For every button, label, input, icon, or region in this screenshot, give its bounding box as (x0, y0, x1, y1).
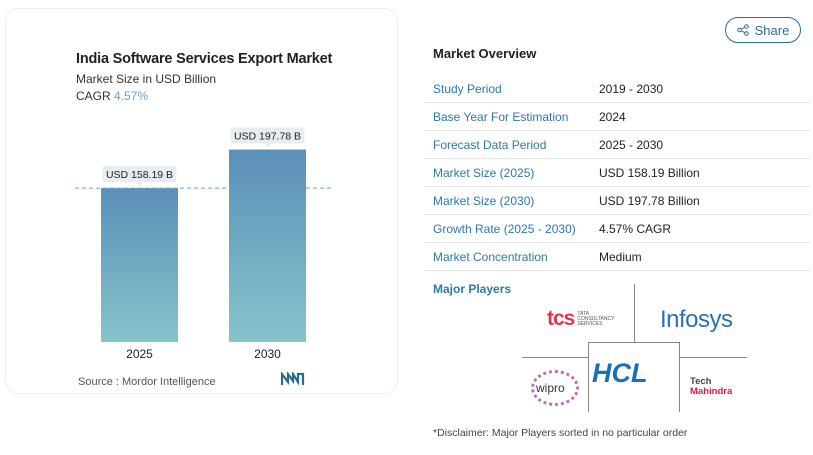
chart-title: India Software Services Export Market (76, 51, 333, 67)
row-label: Market Size (2030) (433, 193, 535, 208)
cagr: CAGR 4.57% (76, 89, 148, 103)
table-row: Market Size (2025) USD 158.19 Billion (424, 159, 810, 187)
table-row: Base Year For Estimation 2024 (424, 103, 810, 131)
chart-card (5, 8, 398, 394)
row-label: Market Concentration (433, 249, 548, 264)
divider (679, 357, 747, 358)
row-value: USD 197.78 Billion (599, 193, 700, 208)
overview-title: Market Overview (433, 46, 537, 61)
share-button[interactable]: Share (725, 17, 801, 43)
overview-table: Study Period 2019 - 2030 Base Year For Es… (424, 75, 810, 271)
mordor-logo (281, 372, 305, 386)
divider (634, 284, 635, 342)
share-label: Share (754, 22, 790, 38)
tcs-logo: tcs TATA CONSULTANCY SERVICES (547, 307, 615, 330)
share-icon (736, 24, 749, 36)
table-row: Forecast Data Period 2025 - 2030 (424, 131, 810, 159)
hcl-box (588, 342, 680, 412)
row-value: Medium (599, 249, 642, 264)
row-label: Study Period (433, 81, 502, 96)
table-row: Market Concentration Medium (424, 243, 810, 271)
row-value: 2024 (599, 109, 626, 124)
tech-mahindra-logo: Tech Mahindra (690, 376, 733, 397)
data-label-bg (230, 127, 305, 144)
row-value: 2019 - 2030 (599, 81, 664, 96)
table-row: Market Size (2030) USD 197.78 Billion (424, 187, 810, 215)
row-label: Growth Rate (2025 - 2030) (433, 221, 576, 236)
data-label: USD 158.19 B (106, 169, 173, 181)
source-text: Source : Mordor Intelligence (78, 376, 216, 388)
data-label: USD 197.78 B (234, 131, 301, 143)
disclaimer: *Disclaimer: Major Players sorted in no … (433, 427, 688, 439)
row-label: Forecast Data Period (433, 137, 547, 152)
x-tick-label: 2030 (254, 347, 281, 361)
major-players-title: Major Players (433, 282, 512, 296)
row-value: 4.57% CAGR (599, 221, 672, 236)
row-label: Base Year For Estimation (433, 109, 569, 124)
chart-subtitle: Market Size in USD Billion (76, 72, 217, 86)
data-label-pointer (263, 143, 272, 148)
table-row: Study Period 2019 - 2030 (424, 75, 810, 103)
cagr-label: CAGR (76, 89, 111, 103)
wipro-logo: wipro (531, 370, 579, 406)
data-label-bg (102, 166, 177, 183)
bar-2030 (229, 149, 306, 342)
bar-2025 (101, 188, 178, 342)
table-row: Growth Rate (2025 - 2030) 4.57% CAGR (424, 215, 810, 243)
row-value: USD 158.19 Billion (599, 165, 700, 180)
hcl-logo: HCL (592, 358, 648, 388)
infosys-logo: Infosys (660, 306, 733, 333)
row-value: 2025 - 2030 (599, 137, 664, 152)
bar-chart: USD 158.19 B 2025 USD 197.78 B 2030 (75, 127, 332, 361)
cagr-value: 4.57% (114, 89, 149, 103)
data-label-pointer (135, 182, 144, 187)
x-tick-label: 2025 (126, 347, 153, 361)
row-label: Market Size (2025) (433, 165, 535, 180)
divider (522, 357, 588, 358)
